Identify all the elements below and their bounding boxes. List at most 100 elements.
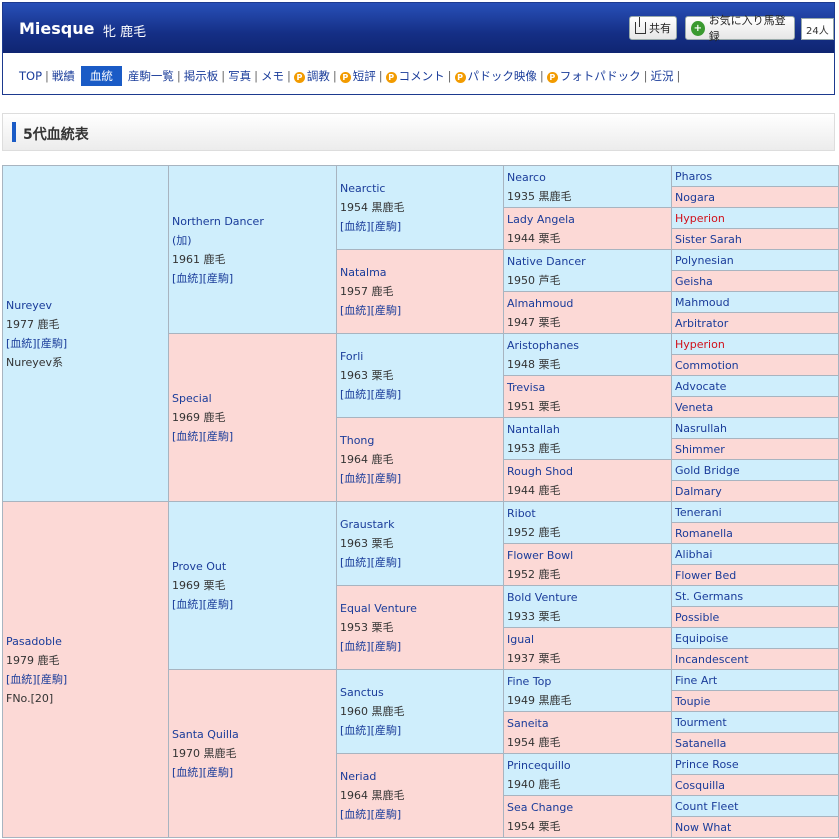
horse-name-link[interactable]: Dalmary: [675, 484, 722, 498]
nav-tab[interactable]: 写真: [225, 68, 254, 84]
horse-name-link[interactable]: Flower Bowl: [507, 548, 574, 562]
horse-name-link[interactable]: Veneta: [675, 400, 714, 414]
pedigree-offspring-links[interactable]: [血統][産駒]: [172, 598, 234, 611]
horse-name-link[interactable]: Cosquilla: [675, 778, 726, 792]
nav-tab[interactable]: P 調教: [291, 68, 333, 84]
horse-name-link[interactable]: Romanella: [675, 526, 733, 540]
horse-name-link[interactable]: Forli: [340, 350, 364, 363]
pedigree-offspring-links[interactable]: [血統][産駒]: [340, 556, 402, 569]
horse-name-link[interactable]: Tourment: [675, 715, 727, 729]
pedigree-cell-content: Neriad 1964 黒鹿毛 [血統][産駒]: [340, 767, 405, 824]
horse-name-link[interactable]: Advocate: [675, 379, 727, 393]
pedigree-cell-content: Mahmoud: [675, 294, 730, 311]
horse-name-link[interactable]: Flower Bed: [675, 568, 737, 582]
section-accent-bar: [12, 122, 16, 142]
horse-name-link[interactable]: Native Dancer: [507, 254, 586, 268]
nav-tab[interactable]: P コメント: [383, 68, 448, 84]
horse-name-link[interactable]: Saneita: [507, 716, 549, 730]
horse-name-link[interactable]: St. Germans: [675, 589, 744, 603]
nav-tab[interactable]: TOP: [16, 69, 45, 83]
horse-name-link[interactable]: Nearco: [507, 170, 546, 184]
pedigree-offspring-links[interactable]: [血統][産駒]: [340, 472, 402, 485]
horse-name-link[interactable]: Graustark: [340, 518, 395, 531]
horse-name-link[interactable]: Fine Top: [507, 674, 552, 688]
horse-name-link[interactable]: Count Fleet: [675, 799, 739, 813]
nav-tab[interactable]: 近況: [647, 68, 676, 84]
pedigree-offspring-links[interactable]: [血統][産駒]: [340, 724, 402, 737]
horse-name-link[interactable]: Sanctus: [340, 686, 384, 699]
horse-name-link[interactable]: Lady Angela: [507, 212, 575, 226]
nav-tab[interactable]: 掲示板: [181, 68, 222, 84]
horse-name-link[interactable]: Now What: [675, 820, 732, 834]
pedigree-cell-content: Dalmary: [675, 483, 722, 500]
horse-name-link[interactable]: Bold Venture: [507, 590, 578, 604]
pedigree-cell-content: Romanella: [675, 525, 733, 542]
horse-name-link[interactable]: Fine Art: [675, 673, 718, 687]
horse-name-link[interactable]: Equipoise: [675, 631, 729, 645]
pedigree-offspring-links[interactable]: [血統][産駒]: [340, 808, 402, 821]
horse-name-link[interactable]: Shimmer: [675, 442, 725, 456]
horse-name-link[interactable]: Satanella: [675, 736, 727, 750]
horse-name-link[interactable]: Northern Dancer: [172, 214, 264, 228]
nav-separator: |: [332, 69, 337, 83]
nav-tab[interactable]: 戦績: [49, 68, 78, 84]
nav-tab[interactable]: 産駒一覧: [125, 68, 177, 84]
pedigree-offspring-links[interactable]: [血統][産駒]: [340, 304, 402, 317]
nav-tab[interactable]: P 短評: [337, 68, 379, 84]
horse-name-link[interactable]: Possible: [675, 610, 720, 624]
horse-name-link[interactable]: Aristophanes: [507, 338, 580, 352]
horse-name-link[interactable]: Thong: [340, 434, 375, 447]
pedigree-cell: Sister Sarah: [671, 228, 839, 250]
horse-name-link[interactable]: Santa Quilla: [172, 728, 239, 741]
pedigree-offspring-links[interactable]: [血統][産駒]: [340, 220, 402, 233]
pedigree-offspring-links[interactable]: [血統][産駒]: [172, 766, 234, 779]
pedigree-offspring-links[interactable]: [血統][産駒]: [340, 640, 402, 653]
horse-name-link[interactable]: Almahmoud: [507, 296, 574, 310]
horse-name-link[interactable]: Hyperion: [675, 211, 725, 225]
nav-tab[interactable]: 血統: [80, 66, 122, 86]
horse-name-link[interactable]: Nantallah: [507, 422, 560, 436]
horse-name-link[interactable]: Tenerani: [675, 505, 722, 519]
horse-name-link[interactable]: Trevisa: [507, 380, 546, 394]
horse-name-link[interactable]: Sea Change: [507, 800, 574, 814]
pedigree-offspring-links[interactable]: [血統][産駒]: [340, 388, 402, 401]
pedigree-offspring-links[interactable]: [血統][産駒]: [172, 271, 234, 285]
horse-name-link[interactable]: Ribot: [507, 506, 536, 520]
horse-name-link[interactable]: Pharos: [675, 169, 713, 183]
horse-name-link[interactable]: Incandescent: [675, 652, 749, 666]
horse-name-link[interactable]: Geisha: [675, 274, 713, 288]
horse-name-link[interactable]: Nureyev: [6, 298, 53, 312]
pedigree-offspring-links[interactable]: [血統][産駒]: [172, 430, 234, 443]
pedigree-offspring-links[interactable]: [血統][産駒]: [6, 336, 68, 350]
horse-name-link[interactable]: Equal Venture: [340, 602, 417, 615]
horse-name-link[interactable]: Nearctic: [340, 182, 386, 195]
nav-tab[interactable]: メモ: [258, 68, 287, 84]
horse-name-link[interactable]: Polynesian: [675, 253, 734, 267]
horse-name-link[interactable]: Mahmoud: [675, 295, 730, 309]
horse-name-link[interactable]: Rough Shod: [507, 464, 573, 478]
nav-tab[interactable]: P フォトパドック: [544, 68, 644, 84]
horse-name-link[interactable]: Hyperion: [675, 337, 725, 351]
share-button[interactable]: 共有: [629, 16, 677, 40]
horse-name-link[interactable]: Arbitrator: [675, 316, 729, 330]
horse-name-link[interactable]: Natalma: [340, 266, 387, 279]
nav-tab[interactable]: P パドック映像: [452, 68, 540, 84]
horse-name-link[interactable]: Pasadoble: [6, 634, 62, 648]
horse-name-link[interactable]: Commotion: [675, 358, 739, 372]
horse-name-link[interactable]: Sister Sarah: [675, 232, 742, 246]
horse-name-link[interactable]: Alibhai: [675, 547, 713, 561]
horse-name-link[interactable]: Gold Bridge: [675, 463, 740, 477]
horse-name-link[interactable]: Neriad: [340, 770, 377, 783]
horse-name-link[interactable]: Nasrullah: [675, 421, 728, 435]
horse-name-link[interactable]: Toupie: [675, 694, 711, 708]
horse-name-link[interactable]: Prince Rose: [675, 757, 739, 771]
horse-name-link[interactable]: Special: [172, 392, 212, 405]
favorite-register-button[interactable]: + お気に入り馬登録: [685, 14, 795, 43]
pedigree-cell: Igual 1937 栗毛: [503, 627, 672, 670]
horse-name-link[interactable]: Nogara: [675, 190, 715, 204]
birth-year-color: 1949 黒鹿毛: [507, 693, 572, 707]
pedigree-offspring-links[interactable]: [血統][産駒]: [6, 672, 68, 686]
horse-name-link[interactable]: Princequillo: [507, 758, 571, 772]
horse-name-link[interactable]: Igual: [507, 632, 534, 646]
horse-name-link[interactable]: Prove Out: [172, 560, 227, 573]
